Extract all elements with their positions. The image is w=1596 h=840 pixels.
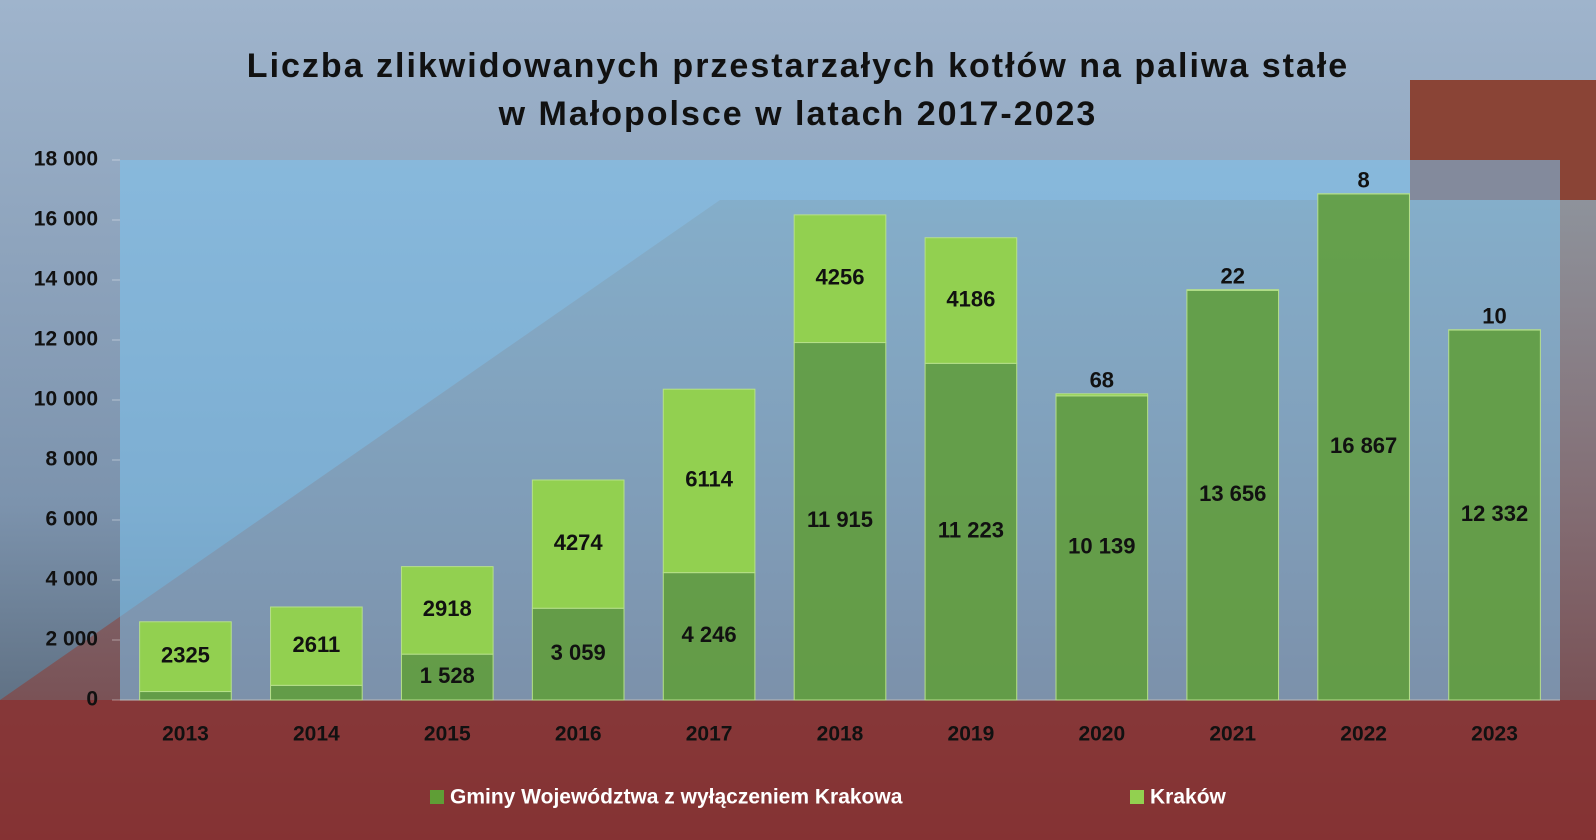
bar-segment xyxy=(924,237,1018,364)
bar-segment xyxy=(1055,393,1149,397)
bar-segment xyxy=(400,653,494,701)
bar-segment xyxy=(1186,289,1280,291)
bar-segment xyxy=(1317,193,1410,701)
y-tick-label: 0 xyxy=(86,688,98,711)
bar-segment xyxy=(139,621,232,693)
y-tick-label: 4 000 xyxy=(45,568,98,591)
value-label: 2611 xyxy=(292,632,340,657)
value-label: 4274 xyxy=(554,530,604,555)
x-tick-label: 2013 xyxy=(162,723,209,746)
value-label: 3 059 xyxy=(551,640,606,665)
y-tick-label: 10 000 xyxy=(34,388,98,411)
value-label: 12 332 xyxy=(1461,501,1528,526)
bar-segment xyxy=(1448,329,1541,701)
value-label: 11 223 xyxy=(938,517,1004,542)
bar-segment xyxy=(270,684,363,701)
y-tick-label: 18 000 xyxy=(34,148,98,171)
chart-title: Liczba zlikwidowanych przestarzałych kot… xyxy=(247,47,1349,85)
value-label: 8 xyxy=(1358,168,1370,193)
bar-segment xyxy=(531,607,625,701)
value-label: 4 246 xyxy=(682,622,737,647)
chart-title: w Małopolsce w latach 2017-2023 xyxy=(498,95,1098,133)
legend-swatch xyxy=(430,790,444,804)
bar-segment xyxy=(1055,395,1149,701)
x-tick-label: 2022 xyxy=(1340,723,1387,746)
value-label: 4186 xyxy=(946,286,995,311)
value-label: 10 xyxy=(1482,304,1506,329)
value-label: 22 xyxy=(1220,263,1244,288)
x-tick-label: 2014 xyxy=(293,723,340,746)
bar-segment xyxy=(662,572,756,701)
x-tick-label: 2019 xyxy=(948,723,995,746)
y-tick-label: 2 000 xyxy=(45,628,98,651)
bar-segment xyxy=(793,214,887,344)
value-label: 2325 xyxy=(161,642,210,667)
value-label: 11 915 xyxy=(807,507,873,532)
roof-front xyxy=(0,700,1596,840)
legend-swatch xyxy=(1130,790,1144,804)
x-tick-label: 2018 xyxy=(817,723,864,746)
x-tick-label: 2023 xyxy=(1471,723,1518,746)
y-tick-label: 14 000 xyxy=(34,268,98,291)
y-tick-label: 8 000 xyxy=(45,448,98,471)
y-tick-label: 6 000 xyxy=(45,508,98,531)
x-tick-label: 2016 xyxy=(555,723,602,746)
bar-segment xyxy=(1186,289,1280,701)
value-label: 10 139 xyxy=(1068,534,1135,559)
bar-segment xyxy=(793,342,887,701)
y-tick-label: 12 000 xyxy=(34,328,98,351)
bar-segment xyxy=(400,566,494,655)
bar-segment xyxy=(270,606,363,686)
x-tick-label: 2017 xyxy=(686,723,733,746)
x-tick-label: 2015 xyxy=(424,723,471,746)
bar-segment xyxy=(531,479,625,609)
value-label: 4256 xyxy=(816,265,865,290)
value-label: 68 xyxy=(1090,368,1114,393)
bar-segment xyxy=(662,388,756,574)
value-label: 2918 xyxy=(423,596,472,621)
legend-label: Gminy Województwa z wyłączeniem Krakowa xyxy=(450,786,903,809)
value-label: 6114 xyxy=(685,467,733,492)
bar-segment xyxy=(139,691,232,701)
x-tick-label: 2021 xyxy=(1209,723,1256,746)
value-label: 13 656 xyxy=(1199,481,1266,506)
value-label: 1 528 xyxy=(420,663,475,688)
value-label: 16 867 xyxy=(1330,433,1397,458)
y-tick-label: 16 000 xyxy=(34,208,98,231)
legend-label: Kraków xyxy=(1150,786,1227,809)
x-tick-label: 2020 xyxy=(1078,723,1125,746)
